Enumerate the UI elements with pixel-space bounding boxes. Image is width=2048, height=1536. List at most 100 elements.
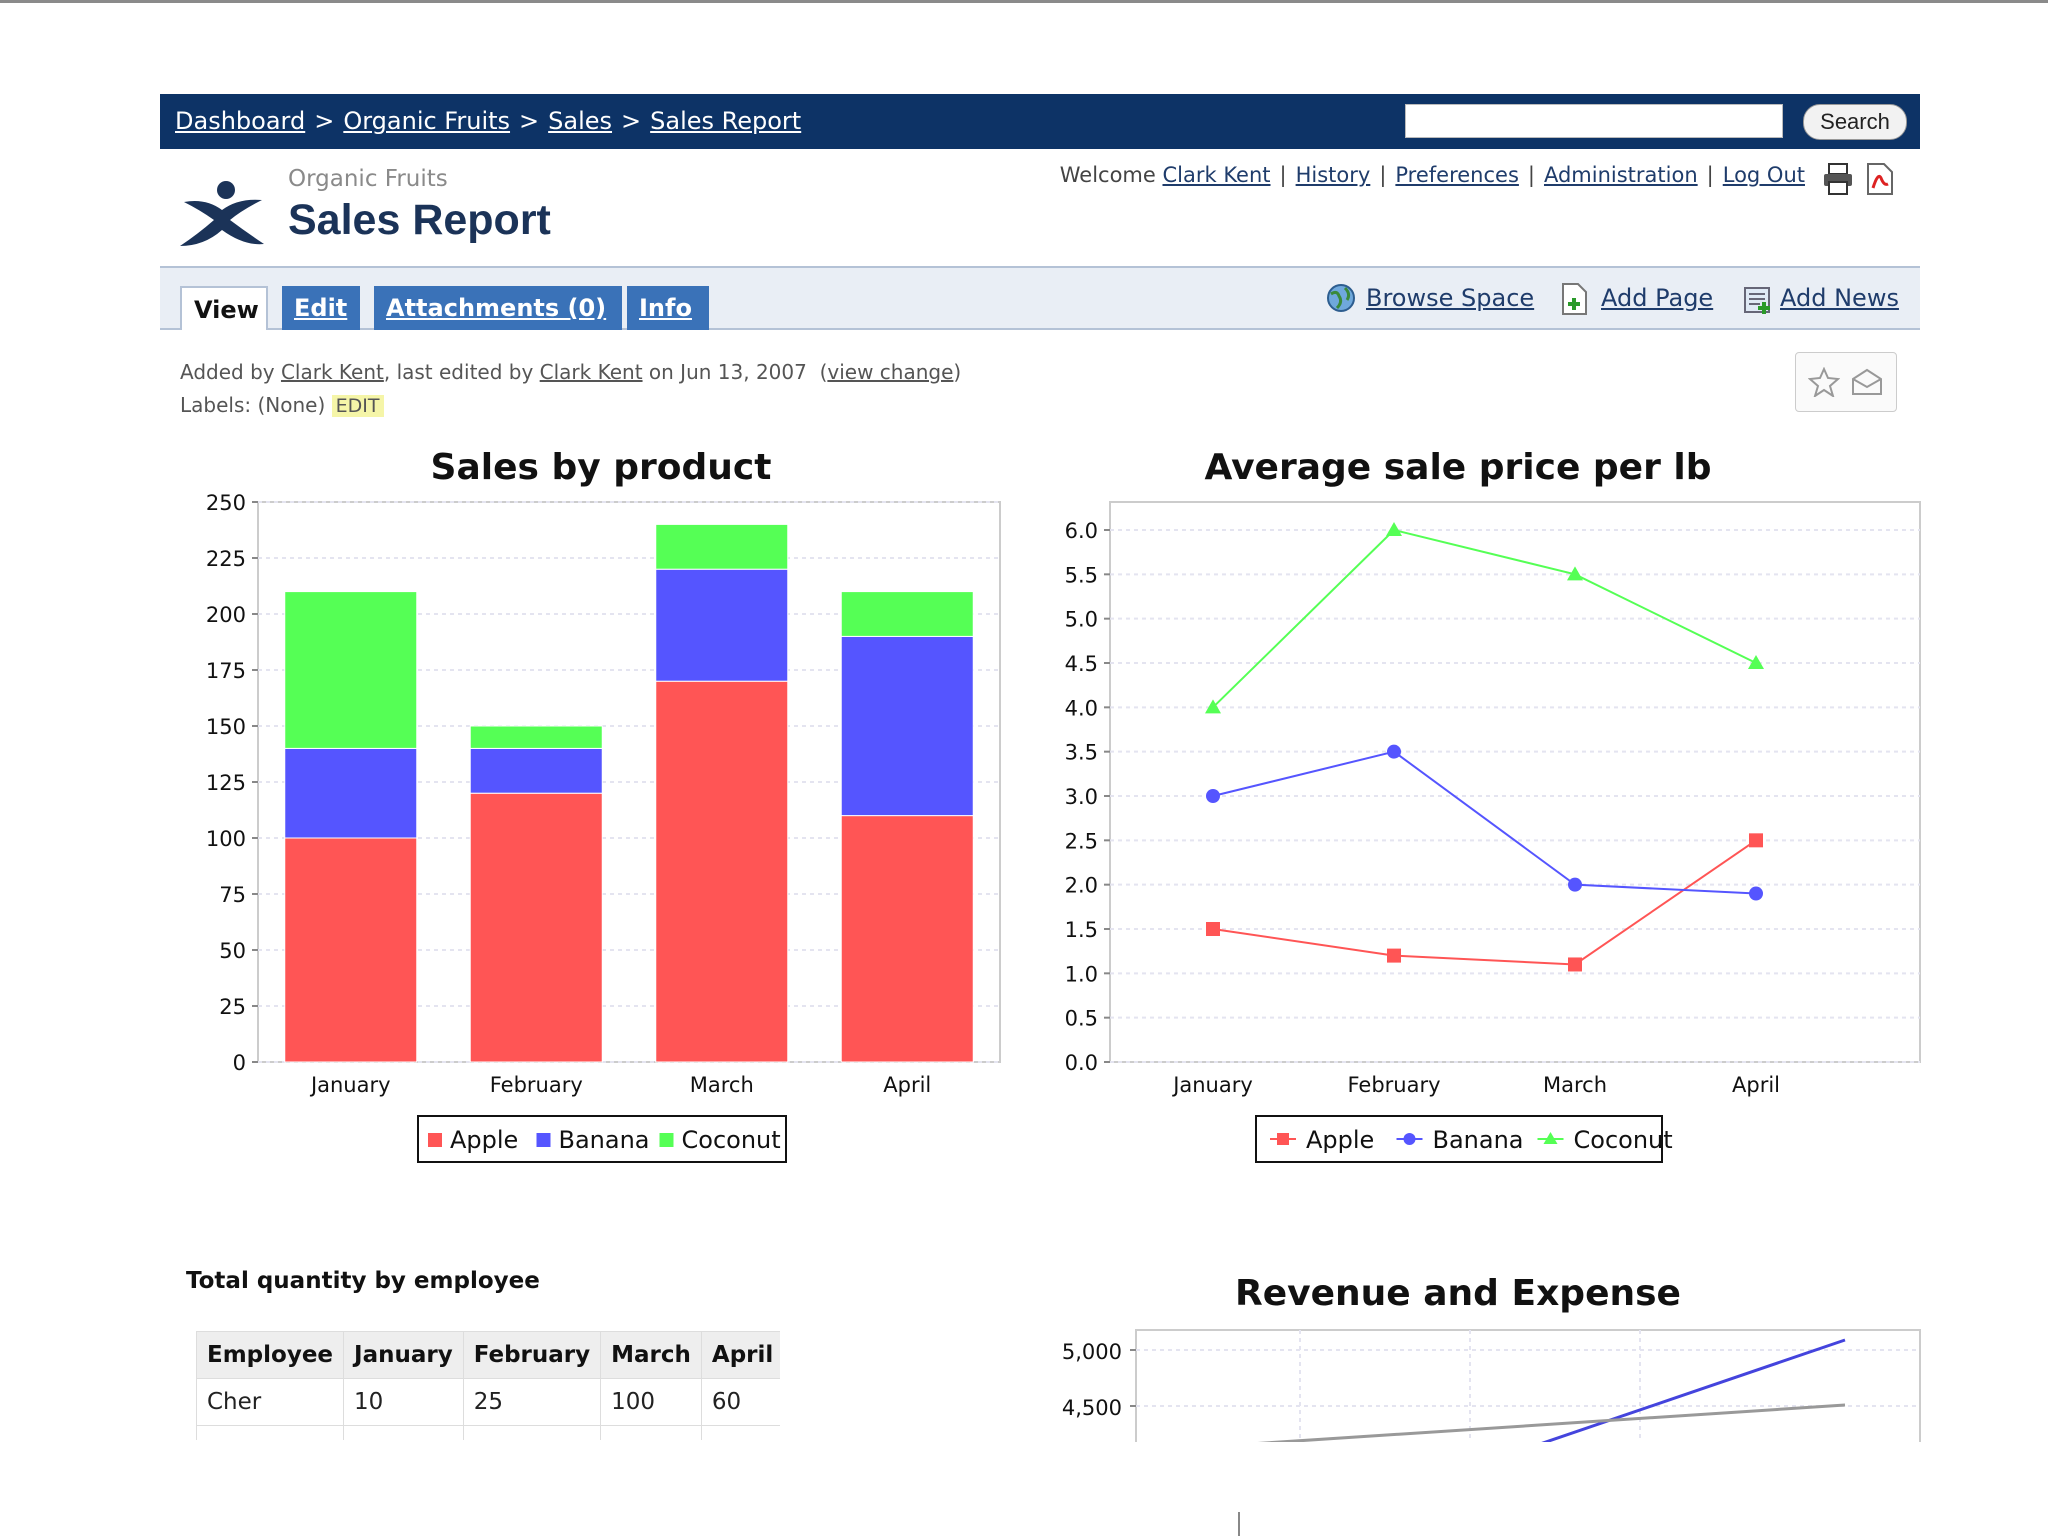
table-header: February xyxy=(462,1331,602,1379)
data-point xyxy=(1387,744,1401,759)
y-tick-label: 2.0 xyxy=(1065,874,1098,898)
table-cell xyxy=(700,1425,780,1440)
tab-edit[interactable]: Edit xyxy=(282,286,360,330)
browse-space-link[interactable]: Browse Space xyxy=(1366,284,1535,312)
view-change-link[interactable]: view change xyxy=(827,360,954,384)
data-point xyxy=(1386,522,1402,536)
bar-segment-apple xyxy=(284,837,418,1063)
legend-swatch xyxy=(536,1133,551,1147)
tab-view[interactable]: View xyxy=(180,286,268,330)
add-news-icon[interactable] xyxy=(1742,282,1774,320)
y-tick-label: 4.5 xyxy=(1065,652,1098,676)
plot-area xyxy=(1135,1329,1921,1442)
history-link[interactable]: History xyxy=(1295,163,1371,187)
add-page-icon[interactable] xyxy=(1560,282,1590,320)
legend-marker xyxy=(1277,1133,1289,1145)
legend-label: Apple xyxy=(450,1126,518,1154)
table-header: April xyxy=(700,1331,780,1379)
search-button[interactable]: Search xyxy=(1803,104,1907,140)
x-tick-label: February xyxy=(1347,1073,1440,1097)
tab-attachments[interactable]: Attachments (0) xyxy=(374,286,622,330)
table-cell: 25 xyxy=(462,1378,602,1426)
y-tick-label: 5.5 xyxy=(1065,563,1098,587)
add-news-link[interactable]: Add News xyxy=(1780,284,1899,312)
grid-lines xyxy=(1136,1330,1920,1442)
series-line-coconut xyxy=(1212,528,1757,709)
series-line-banana xyxy=(1212,750,1757,895)
add-page-link[interactable]: Add Page xyxy=(1601,284,1714,312)
author-link[interactable]: Clark Kent xyxy=(280,360,384,384)
space-name: Organic Fruits xyxy=(288,166,448,192)
legend-label: Apple xyxy=(1306,1126,1374,1154)
envelope-icon[interactable] xyxy=(1850,367,1884,401)
x-tick-label: March xyxy=(1543,1073,1607,1097)
y-tick-label: 50 xyxy=(219,939,246,963)
x-axis-ticks: January February March April xyxy=(1171,1073,1780,1097)
table-row: Cher 10 25 100 60 xyxy=(195,1378,780,1426)
y-tick-label: 200 xyxy=(206,603,246,627)
data-point xyxy=(1749,833,1763,848)
window-divider xyxy=(1238,1512,1240,1536)
space-logo-icon[interactable] xyxy=(176,180,268,256)
table-cell: 100 xyxy=(600,1378,702,1426)
print-icon[interactable] xyxy=(1822,162,1854,200)
x-tick-label: January xyxy=(1171,1073,1253,1097)
grid-lines xyxy=(1110,529,1920,1063)
added-by-text: Added by xyxy=(180,360,275,384)
x-tick-label: February xyxy=(490,1073,583,1097)
page-title: Sales Report xyxy=(288,196,551,244)
breadcrumb-sales[interactable]: Sales xyxy=(548,107,613,135)
breadcrumb-dashboard[interactable]: Dashboard xyxy=(175,107,306,135)
data-point xyxy=(1567,566,1583,581)
chart-title: Sales by product xyxy=(431,447,772,488)
administration-link[interactable]: Administration xyxy=(1543,163,1698,187)
labels-prefix: Labels: xyxy=(180,393,252,417)
star-icon[interactable] xyxy=(1807,366,1841,401)
average-price-chart: Average sale price per lb 0.0 0.5 1.0 1.5 2.… xyxy=(1065,447,1921,1163)
y-tick-label: 250 xyxy=(206,491,246,515)
globe-icon[interactable] xyxy=(1325,282,1357,318)
legend-marker xyxy=(1403,1133,1416,1145)
y-tick-label: 4.0 xyxy=(1065,696,1098,720)
expense-line xyxy=(1257,1403,1846,1442)
link-separator: | xyxy=(1527,163,1535,187)
edit-date: on Jun 13, 2007 xyxy=(648,360,807,384)
log-out-link[interactable]: Log Out xyxy=(1722,163,1805,187)
search-input[interactable] xyxy=(1405,104,1783,138)
legend: Apple Banana Coconut xyxy=(1270,1126,1673,1154)
table-cell: 60 xyxy=(700,1378,780,1426)
top-nav-bar: Dashboard > Organic Fruits > Sales > Sales Rep… xyxy=(160,94,1920,149)
bar-segment-coconut xyxy=(655,523,789,570)
data-point xyxy=(1568,877,1582,892)
y-tick-label: 100 xyxy=(206,827,246,851)
link-separator: | xyxy=(1706,163,1714,187)
x-tick-label: March xyxy=(690,1073,754,1097)
pdf-export-icon[interactable] xyxy=(1864,162,1896,200)
table-title: Total quantity by employee xyxy=(186,1268,540,1294)
bar-segment-apple xyxy=(840,815,974,1063)
editor-link[interactable]: Clark Kent xyxy=(539,360,643,384)
data-point xyxy=(1387,948,1401,963)
preferences-link[interactable]: Preferences xyxy=(1395,163,1519,187)
edit-labels-button[interactable]: EDIT xyxy=(331,395,384,417)
tab-info[interactable]: Info xyxy=(627,286,709,330)
breadcrumb-organic-fruits[interactable]: Organic Fruits xyxy=(343,107,511,135)
data-point xyxy=(1748,655,1764,669)
breadcrumb-separator: > xyxy=(519,107,540,135)
revenue-line xyxy=(1541,1338,1846,1442)
user-link[interactable]: Clark Kent xyxy=(1162,163,1271,187)
legend-marker xyxy=(1543,1132,1558,1144)
table-cell: 10 xyxy=(343,1378,464,1426)
breadcrumb-sales-report[interactable]: Sales Report xyxy=(650,107,802,135)
y-tick-label: 3.0 xyxy=(1065,785,1098,809)
y-tick-label: 6.0 xyxy=(1065,519,1098,543)
y-tick-label: 5.0 xyxy=(1065,608,1098,632)
last-edited-text: , last edited by xyxy=(383,360,534,384)
table-cell xyxy=(462,1425,602,1440)
link-separator: | xyxy=(1279,163,1287,187)
page-metadata: Added by Clark Kent, last edited by Clar… xyxy=(180,356,961,423)
bar-segment-coconut xyxy=(284,591,418,749)
legend-box xyxy=(1255,1115,1663,1163)
user-links: Welcome Clark Kent | History | Preferences | A… xyxy=(1060,163,1805,187)
y-tick-label: 5,000 xyxy=(1062,1340,1122,1364)
